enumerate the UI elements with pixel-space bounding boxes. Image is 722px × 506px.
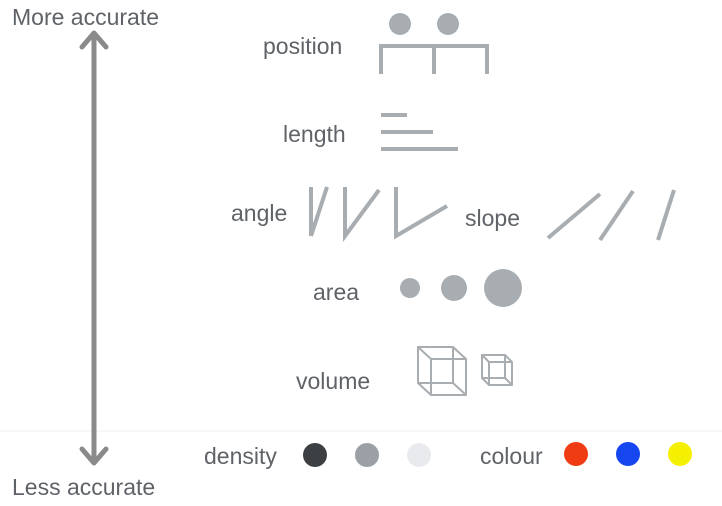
colour-red-dot	[564, 442, 588, 466]
area-label: area	[313, 279, 359, 305]
position-glyph	[379, 13, 489, 74]
density-light-dot	[407, 443, 431, 467]
length-glyph	[381, 113, 458, 151]
density-mid-dot	[355, 443, 379, 467]
length-label: length	[283, 121, 346, 147]
more-accurate-label: More accurate	[12, 4, 159, 30]
volume-glyph	[417, 346, 513, 396]
density-label: density	[204, 443, 277, 469]
density-dark-dot	[303, 443, 327, 467]
less-accurate-label: Less accurate	[12, 474, 155, 500]
area-glyph	[400, 269, 522, 307]
colour-glyph	[564, 442, 692, 466]
slope-label: slope	[465, 205, 520, 231]
colour-blue-dot	[616, 442, 640, 466]
colour-label: colour	[480, 443, 543, 469]
angle-label: angle	[231, 200, 287, 226]
density-glyph	[303, 443, 431, 467]
position-label: position	[263, 33, 342, 59]
accuracy-arrow	[79, 30, 109, 466]
angle-glyph	[309, 186, 449, 243]
slope-glyph	[546, 189, 676, 242]
colour-yellow-dot	[668, 442, 692, 466]
volume-label: volume	[296, 368, 370, 394]
